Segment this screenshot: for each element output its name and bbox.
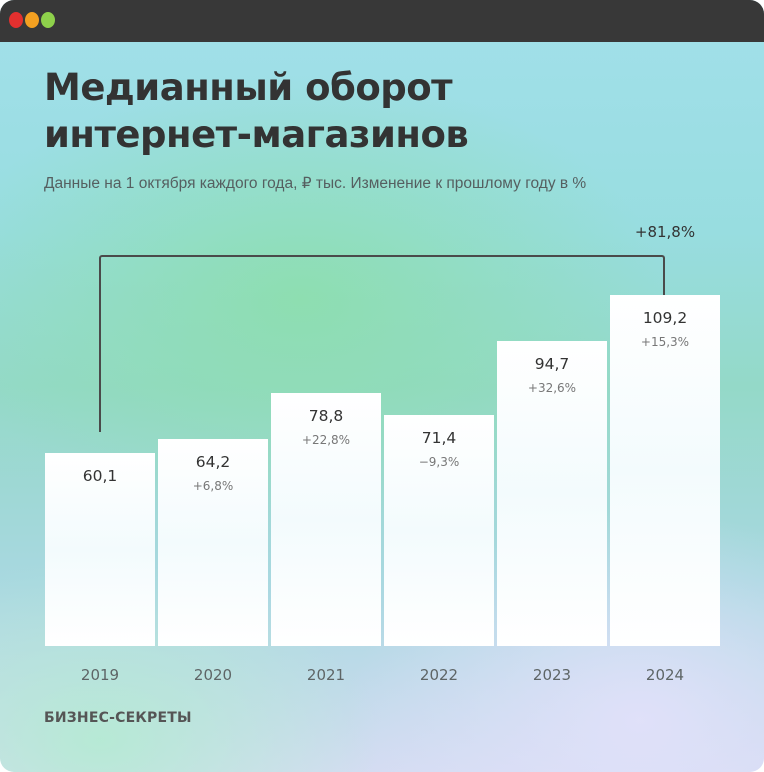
chart-title: Медианный оборот интернет-магазинов [44, 64, 469, 158]
bar-2020: 64,2 +6,8% [158, 439, 268, 646]
minimize-window-icon[interactable] [25, 12, 39, 28]
bar-value: 71,4 [421, 429, 457, 447]
bar-change: −9,3% [418, 455, 460, 469]
total-change-label: +81,8% [634, 223, 696, 241]
bar-value: 60,1 [82, 467, 118, 485]
bar-value: 64,2 [195, 453, 231, 471]
x-tick-2020: 2020 [193, 666, 233, 684]
bar-value: 109,2 [642, 309, 688, 327]
bar-value: 78,8 [308, 407, 344, 425]
x-tick-2021: 2021 [306, 666, 346, 684]
chart-title-line-2: интернет-магазинов [44, 113, 469, 156]
x-tick-2024: 2024 [645, 666, 685, 684]
bar-2022: 71,4 −9,3% [384, 415, 494, 646]
chart-title-line-1: Медианный оборот [44, 66, 453, 109]
window-titlebar [0, 0, 764, 42]
x-tick-2022: 2022 [419, 666, 459, 684]
x-tick-2023: 2023 [532, 666, 572, 684]
bar-2023: 94,7 +32,6% [497, 341, 607, 646]
brand-logo: БИЗНЕС-СЕКРЕТЫ [44, 710, 192, 726]
maximize-window-icon[interactable] [41, 12, 55, 28]
chart-subtitle: Данные на 1 октября каждого года, ₽ тыс.… [44, 175, 587, 192]
bar-2024: 109,2 +15,3% [610, 295, 720, 646]
bar-change: +22,8% [301, 433, 351, 447]
x-tick-2019: 2019 [80, 666, 120, 684]
bar-change: +32,6% [527, 381, 577, 395]
bar-change: +6,8% [192, 479, 234, 493]
bar-value: 94,7 [534, 355, 570, 373]
close-window-icon[interactable] [9, 12, 23, 28]
bar-change: +15,3% [640, 335, 690, 349]
bar-2019: 60,1 [45, 453, 155, 646]
bar-2021: 78,8 +22,8% [271, 393, 381, 646]
